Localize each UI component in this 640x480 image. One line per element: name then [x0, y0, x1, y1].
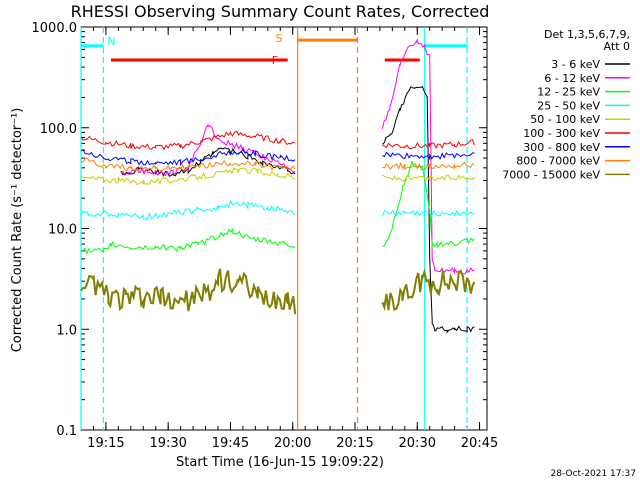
legend-label: 800 - 7000 keV: [516, 155, 600, 168]
y-tick-label: 100.0: [40, 122, 77, 137]
series-line-1: [120, 38, 475, 275]
series-line-8: [80, 268, 476, 315]
legend-label: 3 - 6 keV: [551, 58, 600, 71]
series-lines: [80, 38, 476, 334]
legend-label: 50 - 100 keV: [530, 113, 600, 126]
observation-annotations: N FS: [80, 27, 468, 430]
legend-header-line-2: Att 0: [604, 40, 630, 53]
annotation-label-s: S: [275, 32, 282, 45]
legend-label: 12 - 25 keV: [537, 86, 600, 99]
generation-timestamp: 28-Oct-2021 17:37: [551, 469, 636, 479]
y-axis-label: Corrected Count Rate (s⁻¹ detector⁻¹): [10, 108, 25, 353]
y-tick-label: 1.0: [56, 323, 77, 338]
x-tick-label: 20:15: [336, 436, 373, 451]
legend-header-line-1: Det 1,3,5,6,7,9,: [544, 28, 630, 41]
y-tick-label: 1000.0: [32, 21, 78, 36]
y-axis-ticks: 0.1 1.0 10.0 100.0 1000.0: [32, 21, 487, 439]
legend-label: 300 - 800 keV: [523, 141, 600, 154]
x-tick-label: 20:00: [274, 436, 311, 451]
series-line-6: [80, 148, 475, 167]
series-line-7: [80, 157, 475, 172]
x-axis-label: Start Time (16-Jun-15 19:09:22): [176, 455, 384, 470]
x-tick-label: 20:45: [461, 436, 498, 451]
series-line-4: [80, 167, 475, 185]
series-line-5: [80, 130, 475, 151]
series-line-3: [80, 199, 475, 220]
legend-label: 7000 - 15000 keV: [502, 168, 600, 181]
legend-label: 25 - 50 keV: [537, 99, 600, 112]
y-tick-label: 0.1: [56, 424, 77, 439]
legend-label: 6 - 12 keV: [544, 72, 600, 85]
y-tick-label: 10.0: [48, 223, 77, 238]
x-tick-label: 20:30: [399, 436, 436, 451]
x-tick-label: 19:15: [87, 436, 124, 451]
legend-label: 100 - 300 keV: [523, 127, 600, 140]
annotation-label-f: F: [272, 54, 278, 67]
x-axis-ticks: 19:15 19:30 19:45 20:00 20:15 20:30 20:45: [87, 27, 498, 451]
chart-title: RHESSI Observing Summary Count Rates, Co…: [71, 2, 490, 21]
x-tick-label: 19:30: [149, 436, 186, 451]
x-tick-label: 19:45: [212, 436, 249, 451]
annotation-label-n: N: [107, 35, 115, 48]
